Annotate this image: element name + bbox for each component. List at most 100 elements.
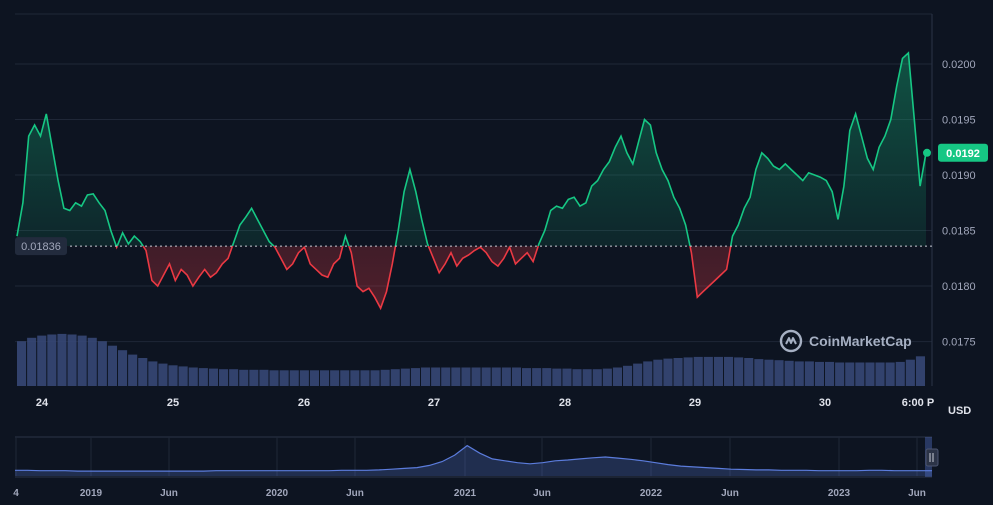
volume-bar <box>17 341 26 386</box>
volume-bar <box>189 368 198 387</box>
volume-bar <box>118 350 127 386</box>
volume-bar <box>199 368 208 386</box>
volume-bar <box>401 369 410 386</box>
volume-bar <box>623 366 632 386</box>
y-axis: 0.0175 0.0180 0.0185 0.0190 0.0195 0.0200 <box>942 59 976 349</box>
price-area <box>17 53 926 308</box>
volume-bar <box>845 363 854 387</box>
navigator-x-axis: 4 2019 Jun 2020 Jun 2021 Jun 2022 Jun 2023 Jun <box>13 488 926 499</box>
volume-bar <box>785 361 794 386</box>
volume-bar <box>47 335 56 387</box>
volume-bar <box>795 361 804 386</box>
x-axis: 24 25 26 27 28 29 30 6:00 P <box>36 397 934 409</box>
volume-bar <box>421 368 430 387</box>
volume-bar <box>148 361 157 386</box>
drag-handle-icon[interactable] <box>926 449 938 466</box>
volume-bar <box>805 361 814 386</box>
volume-bar <box>603 369 612 386</box>
y-tick-label: 0.0200 <box>942 59 976 71</box>
volume-bar <box>552 369 561 386</box>
volume-bar <box>300 370 309 386</box>
volume-bar <box>461 368 470 387</box>
volume-bar <box>573 369 582 386</box>
volume-bar <box>229 369 238 386</box>
volume-bar <box>512 368 521 387</box>
x-tick-label: 6:00 P <box>902 397 934 409</box>
navigator-tick-label: 2020 <box>266 488 289 499</box>
y-tick-label: 0.0180 <box>942 281 976 293</box>
volume-bar <box>522 368 531 386</box>
volume-bar <box>562 369 571 386</box>
y-tick-label: 0.0185 <box>942 226 976 238</box>
volume-bar <box>653 360 662 386</box>
volume-bar <box>492 368 501 387</box>
volume-bar <box>249 370 258 386</box>
current-price-label: 0.0192 <box>946 148 980 160</box>
volume-bar <box>350 370 359 386</box>
navigator-tick-label: Jun <box>721 488 739 499</box>
navigator-tick-label: Jun <box>160 488 178 499</box>
volume-bar <box>643 361 652 386</box>
volume-bar <box>259 370 268 386</box>
volume-bar <box>381 370 390 386</box>
volume-bar <box>684 357 693 386</box>
volume-bar <box>633 364 642 386</box>
x-tick-label: 27 <box>428 397 440 409</box>
current-price-badge: 0.0192 <box>923 144 988 162</box>
coinmarketcap-logo-icon <box>781 331 801 351</box>
navigator-tick-label: 4 <box>13 488 19 499</box>
volume-bar <box>158 364 167 386</box>
navigator-tick-label: Jun <box>346 488 364 499</box>
volume-bar <box>451 368 460 387</box>
volume-bar <box>704 357 713 386</box>
navigator-tick-label: 2023 <box>828 488 851 499</box>
y-tick-label: 0.0175 <box>942 337 976 349</box>
navigator-tick-label: 2019 <box>80 488 103 499</box>
volume-bar <box>108 346 117 386</box>
x-tick-label: 24 <box>36 397 49 409</box>
baseline-badge: 0.01836 <box>15 237 67 255</box>
volume-bar <box>754 359 763 386</box>
volume-bar <box>68 335 77 387</box>
volume-bar <box>209 369 218 386</box>
volume-bar <box>270 370 279 386</box>
volume-bar <box>542 368 551 386</box>
volume-bar <box>876 363 885 387</box>
brand-name: CoinMarketCap <box>809 333 912 349</box>
volume-bar <box>724 357 733 386</box>
navigator-tick-label: 2021 <box>454 488 477 499</box>
volume-bar <box>674 358 683 386</box>
baseline-label: 0.01836 <box>21 241 61 253</box>
volume-bar <box>815 362 824 386</box>
volume-bar <box>886 363 895 387</box>
volume-bar <box>179 366 188 386</box>
x-tick-label: 26 <box>298 397 310 409</box>
volume-bar <box>37 336 46 386</box>
volume-bar <box>219 369 228 386</box>
x-tick-label: 29 <box>689 397 701 409</box>
navigator-tick-label: Jun <box>533 488 551 499</box>
volume-bar <box>835 363 844 387</box>
volume-bar <box>371 370 380 386</box>
volume-bar <box>916 356 925 386</box>
volume-bar <box>764 360 773 386</box>
volume-bar <box>88 338 97 386</box>
volume-bar <box>532 368 541 386</box>
volume-bar <box>169 365 178 386</box>
current-price-dot <box>923 149 931 157</box>
volume-bar <box>330 370 339 386</box>
volume-bar <box>663 359 672 386</box>
navigator-tick-label: 2022 <box>640 488 663 499</box>
navigator-panel[interactable]: 4 2019 Jun 2020 Jun 2021 Jun 2022 Jun 2023 Jun <box>13 437 938 499</box>
brand-watermark: CoinMarketCap <box>781 331 912 351</box>
volume-bar <box>865 363 874 387</box>
volume-bar <box>775 360 784 386</box>
volume-bar <box>482 368 491 387</box>
volume-bar <box>57 334 66 386</box>
volume-bar <box>906 360 915 386</box>
volume-bar <box>593 369 602 386</box>
navigator-tick-label: Jun <box>908 488 926 499</box>
volume-bar <box>27 338 36 386</box>
y-tick-label: 0.0195 <box>942 114 976 126</box>
